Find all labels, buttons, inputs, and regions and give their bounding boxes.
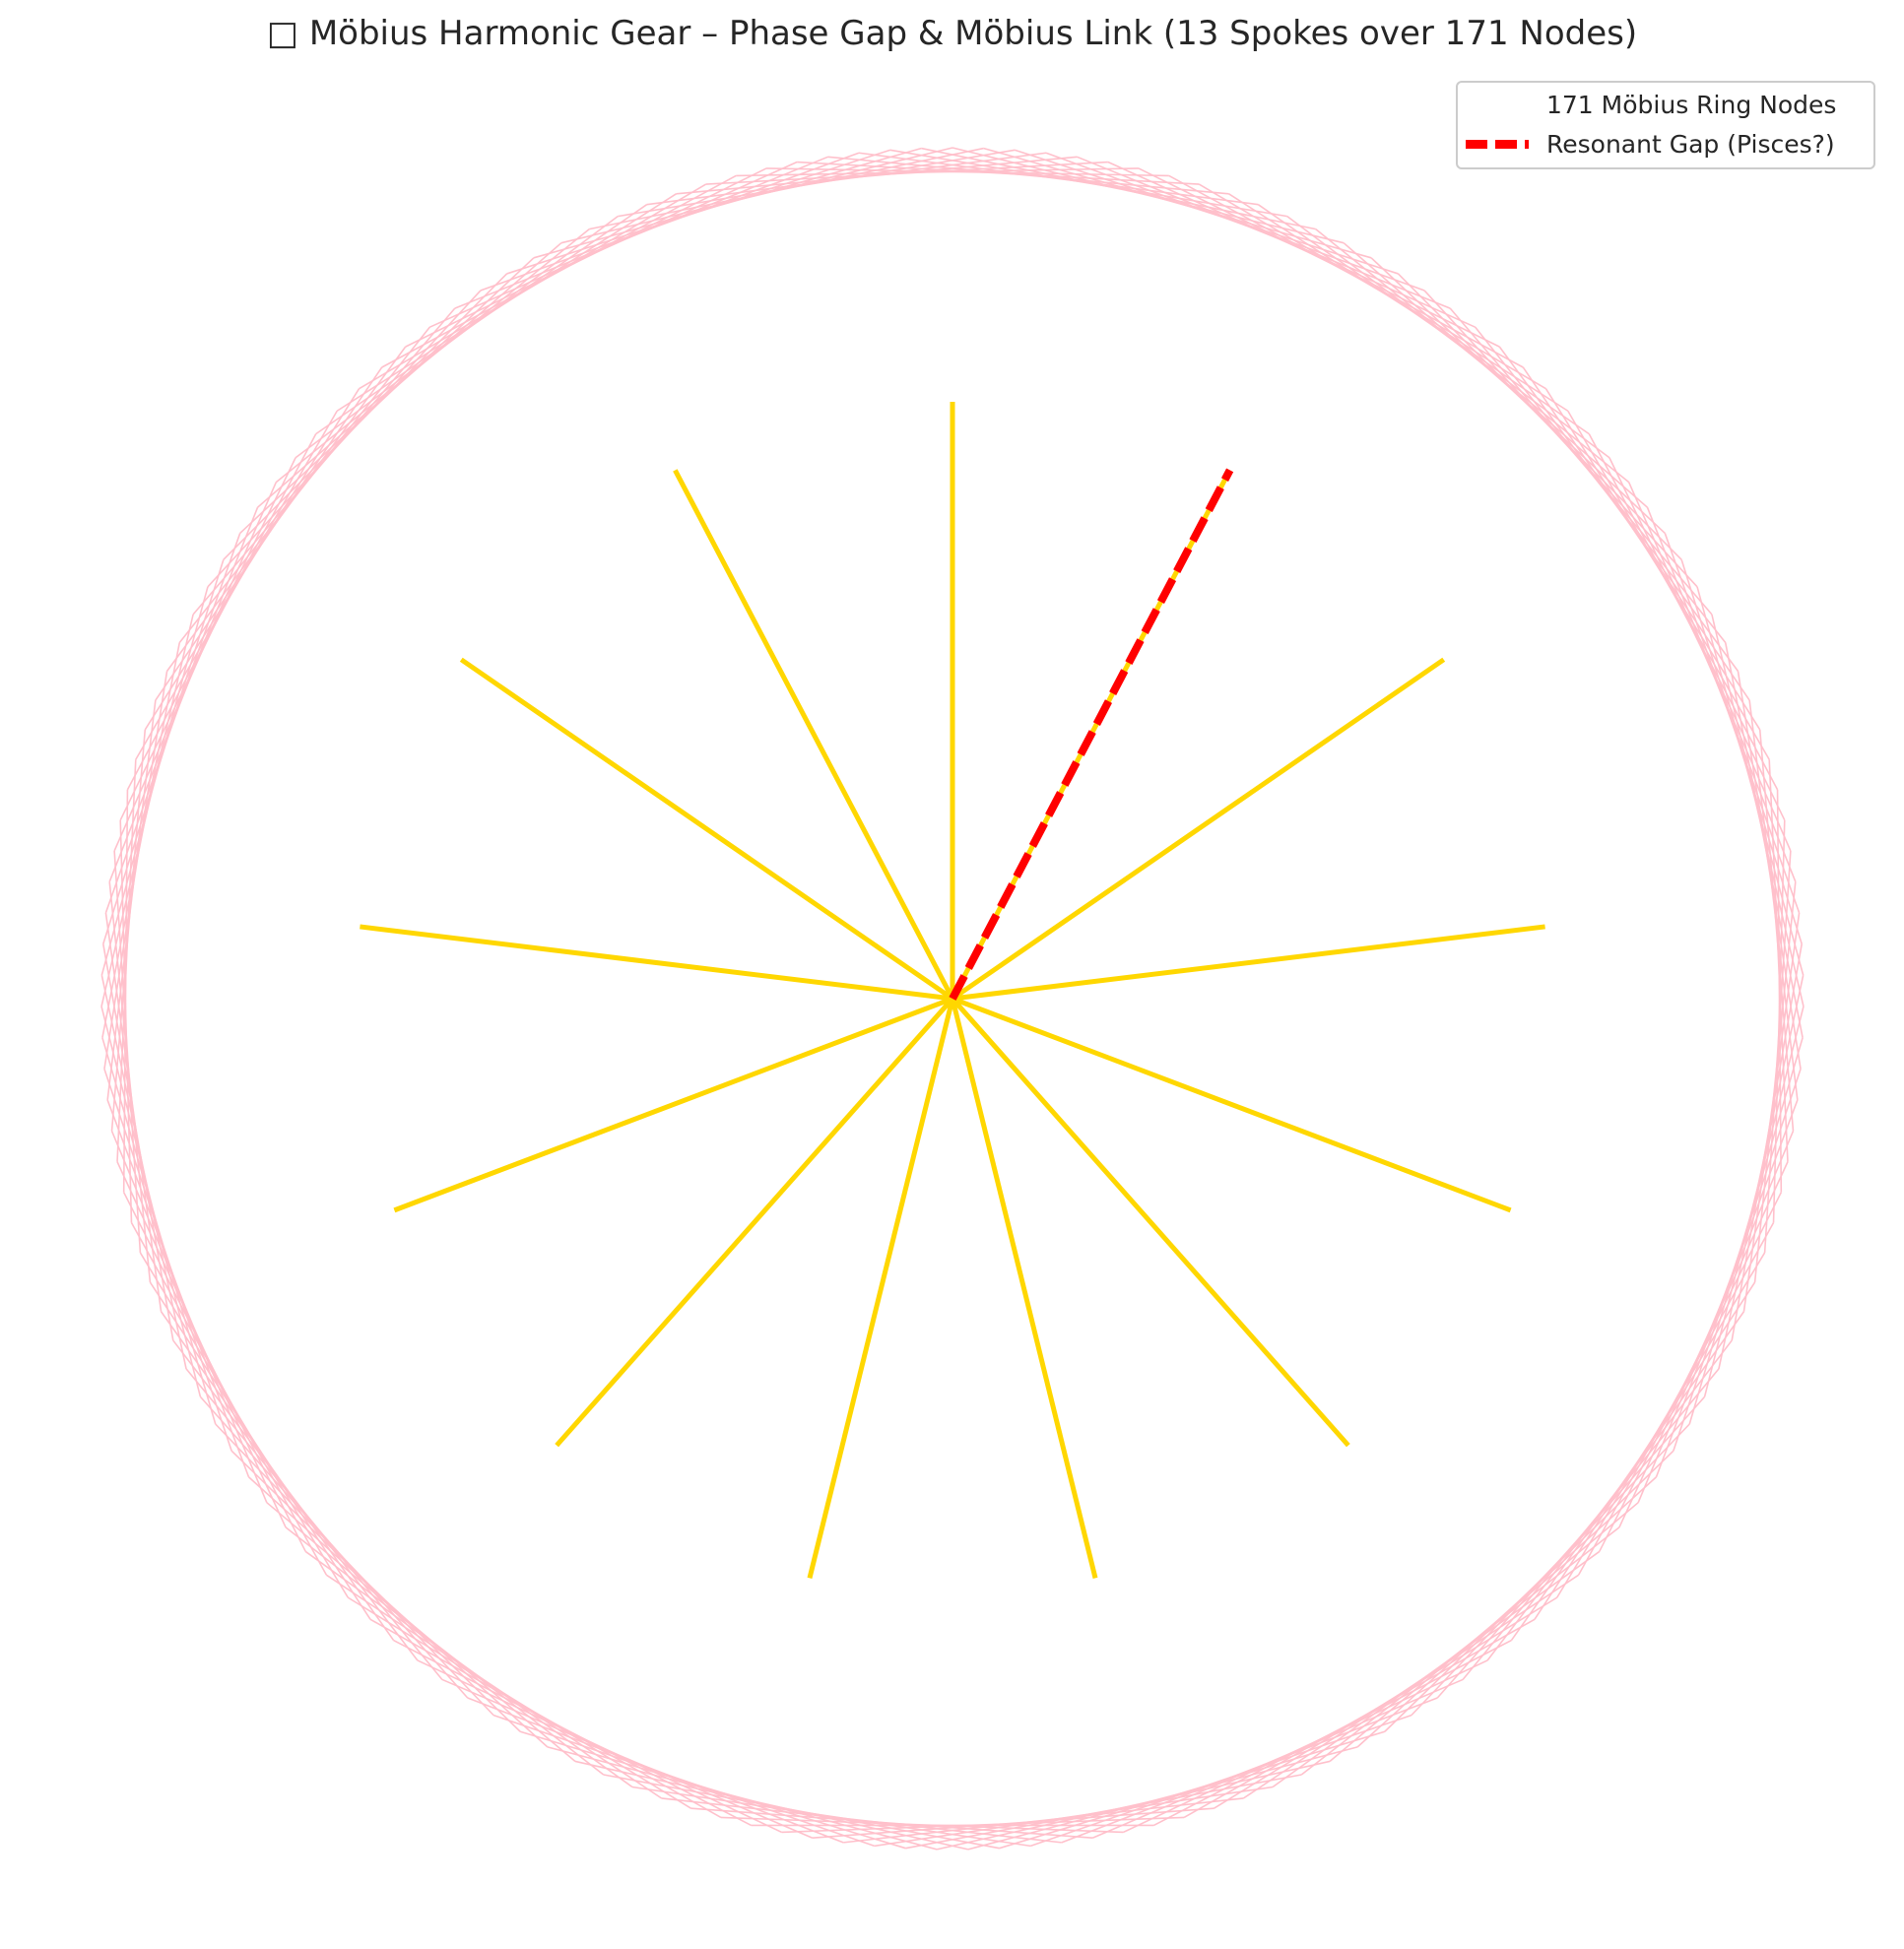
spoke-line [393,996,953,1213]
legend-item-ring-nodes: 171 Möbius Ring Nodes [1466,87,1836,122]
chord-line [921,147,1316,230]
spoke-line [950,998,1098,1579]
spoke-line [807,998,955,1579]
spoke-line [360,924,953,1002]
legend-item-resonant-gap: Resonant Gap (Pisces?) [1466,126,1835,162]
spoke-line [459,657,954,1002]
spoke-line [555,997,954,1448]
spoke-line [673,469,955,1001]
spoke-line [951,997,1350,1448]
resonant-gap [949,468,1234,1001]
resonant-gap-line [949,468,1234,1001]
spoke-line [951,657,1446,1002]
legend: 171 Möbius Ring Nodes Resonant Gap (Pisc… [1456,81,1875,169]
spokes [360,402,1545,1579]
resonant-gap-swatch [1466,139,1529,149]
spoke-line [952,996,1512,1213]
diagram-title: □ Möbius Harmonic Gear – Phase Gap & Möb… [266,14,1638,53]
ring-chords [100,147,1805,1851]
spoke-line [952,924,1545,1002]
legend-label-ring-nodes: 171 Möbius Ring Nodes [1546,90,1837,119]
ring-nodes-swatch [1466,99,1529,109]
legend-label-resonant-gap: Resonant Gap (Pisces?) [1546,129,1835,159]
